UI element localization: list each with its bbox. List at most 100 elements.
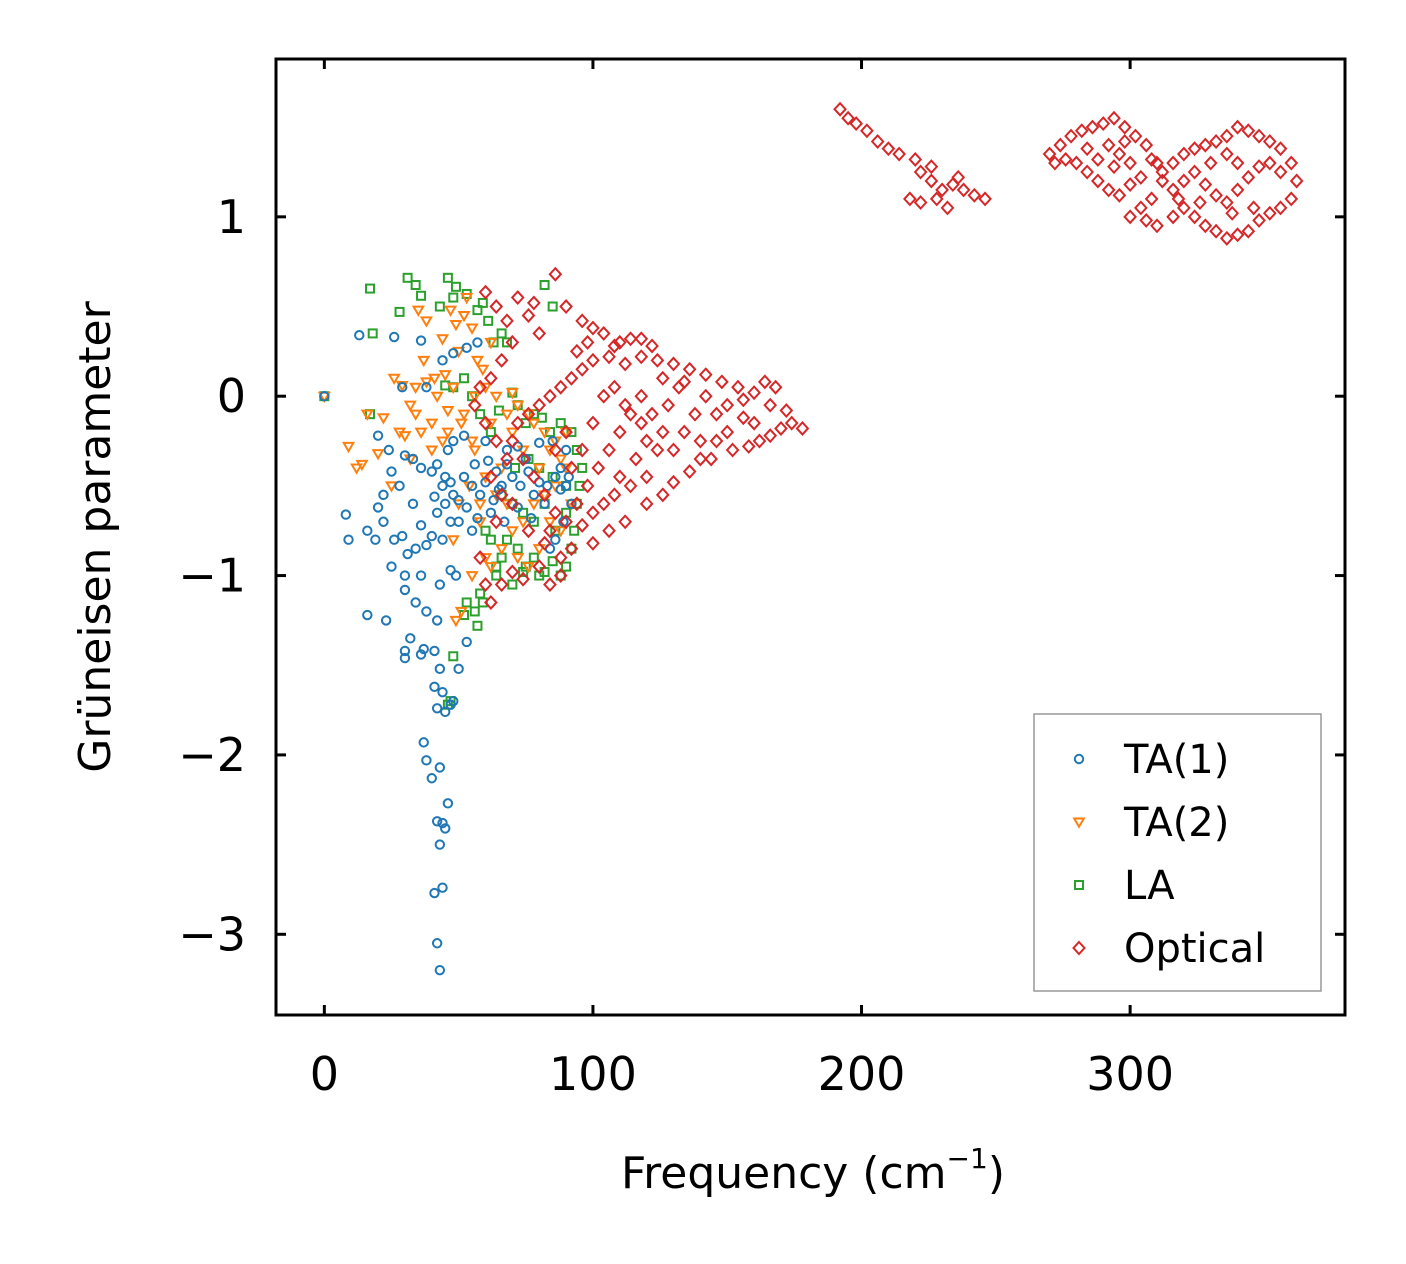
data-point: [402, 548, 413, 560]
data-point: [1064, 128, 1078, 144]
data-point: [362, 609, 373, 621]
data-point: [580, 478, 595, 494]
data-point: [477, 297, 488, 308]
data-point: [1155, 173, 1170, 189]
data-point: [574, 480, 585, 491]
data-point: [528, 552, 539, 563]
data-point: [365, 283, 376, 294]
data-point: [378, 516, 389, 527]
data-point: [445, 699, 456, 710]
data-point: [410, 597, 421, 608]
data-point: [469, 606, 480, 617]
data-point: [634, 388, 649, 404]
data-point: [650, 442, 665, 458]
data-point: [399, 584, 411, 596]
ticks-layer: 0 100 200 300 1 0 −1 −2 −3: [178, 59, 1345, 1101]
data-point: [548, 505, 563, 521]
data-point: [411, 305, 425, 317]
data-point: [940, 200, 955, 216]
data-point: [924, 159, 939, 175]
data-point: [394, 480, 405, 492]
data-point: [511, 400, 525, 412]
data-point: [460, 293, 474, 305]
data-point: [554, 454, 568, 466]
data-point: [426, 466, 437, 477]
data-point: [425, 418, 439, 430]
data-point: [1209, 134, 1223, 149]
data-point: [596, 325, 611, 341]
data-point: [602, 523, 616, 539]
data-point: [569, 525, 580, 536]
data-point: [586, 415, 600, 431]
x-tick-label: 100: [549, 1047, 637, 1101]
data-point: [372, 430, 384, 441]
data-point: [431, 459, 443, 470]
data-point: [319, 391, 330, 402]
data-point: [1171, 191, 1186, 207]
data-point: [431, 507, 443, 518]
data-point: [429, 887, 440, 899]
data-point: [682, 361, 697, 377]
data-point: [453, 495, 464, 506]
data-point: [548, 266, 563, 282]
data-point: [370, 534, 381, 545]
data-point: [607, 379, 622, 395]
data-point: [465, 436, 479, 448]
data-point: [434, 839, 446, 850]
data-point: [466, 480, 478, 492]
data-point: [561, 561, 572, 572]
y-tick-label: 1: [217, 190, 246, 244]
data-point: [666, 442, 681, 458]
data-point: [525, 512, 537, 524]
data-point: [397, 382, 408, 393]
data-point: [1219, 230, 1234, 246]
data-point: [394, 306, 405, 317]
data-point: [1042, 146, 1057, 162]
data-point: [596, 388, 611, 404]
data-point: [430, 391, 444, 403]
data-point: [563, 471, 574, 483]
data-point: [1241, 123, 1256, 139]
data-point: [1198, 137, 1213, 153]
data-point: [591, 460, 606, 476]
data-point: [450, 281, 461, 292]
data-point: [482, 455, 494, 466]
data-point: [543, 577, 557, 593]
data-point: [384, 481, 399, 493]
data-point: [1080, 141, 1095, 157]
data-point: [518, 507, 529, 518]
data-point: [881, 141, 896, 157]
y-tick-label: −1: [178, 549, 246, 603]
data-point: [434, 762, 446, 773]
data-point: [521, 523, 536, 539]
data-point: [1252, 128, 1266, 144]
data-point: [763, 428, 778, 444]
data-point: [454, 418, 468, 430]
data-point: [1048, 155, 1062, 171]
series-ta-1-: [319, 330, 577, 976]
plot-frame: [274, 57, 1347, 1017]
data-point: [1074, 123, 1089, 139]
data-point: [1273, 200, 1288, 216]
data-point: [666, 474, 681, 490]
data-point: [1134, 169, 1148, 185]
data-point: [1053, 137, 1068, 153]
data-point: [553, 550, 568, 566]
data-point: [475, 409, 486, 420]
data-point: [437, 355, 448, 366]
data-point: [403, 400, 417, 412]
data-point: [1241, 223, 1256, 239]
data-point: [526, 295, 541, 311]
data-point: [555, 484, 566, 495]
data-point: [527, 418, 541, 430]
data-point: [470, 355, 484, 368]
data-point: [618, 514, 633, 530]
data-point: [709, 433, 724, 449]
data-point: [661, 397, 676, 413]
data-point: [784, 415, 799, 431]
data-point: [534, 437, 545, 449]
data-point: [532, 397, 547, 413]
data-point: [634, 331, 649, 347]
data-point: [623, 331, 638, 347]
